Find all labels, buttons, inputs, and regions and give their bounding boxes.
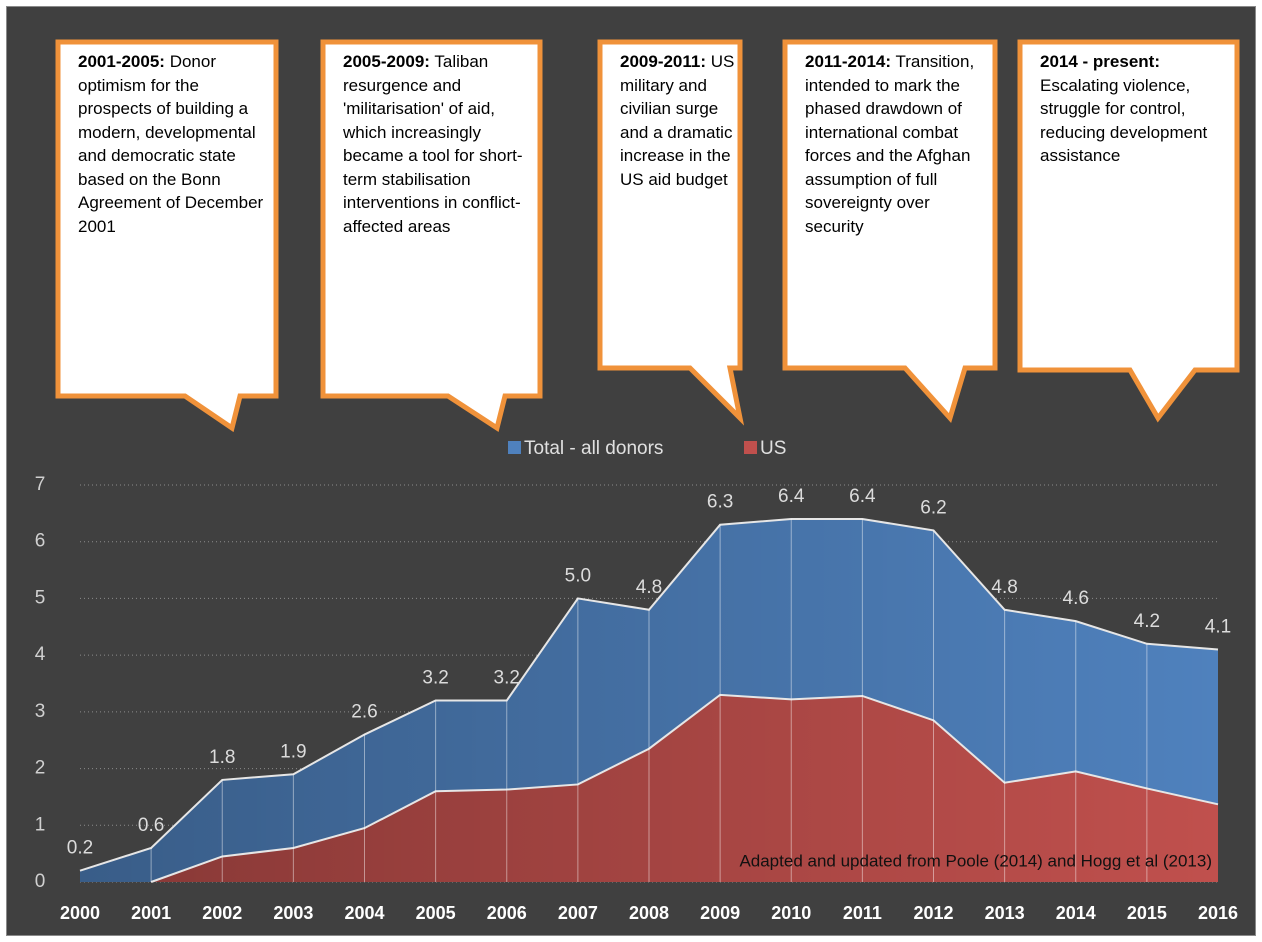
data-label: 4.6 bbox=[1063, 588, 1089, 609]
legend-swatch bbox=[508, 441, 521, 454]
callout-text: Taliban resurgence and 'militarisation' … bbox=[343, 52, 523, 236]
callout-box bbox=[782, 39, 998, 423]
y-tick-label: 0 bbox=[35, 871, 46, 892]
area-edge bbox=[150, 693, 1219, 883]
callout-text: Donor optimism for the prospects of buil… bbox=[78, 52, 264, 236]
data-label: 4.1 bbox=[1205, 616, 1231, 637]
data-label: 6.3 bbox=[707, 492, 733, 513]
x-tick-label: 2007 bbox=[558, 903, 598, 923]
data-label: 0.2 bbox=[67, 838, 93, 859]
callout-heading: 2011-2014: bbox=[805, 52, 892, 71]
y-tick-label: 4 bbox=[35, 644, 46, 665]
x-tick-label: 2010 bbox=[771, 903, 811, 923]
callout-text: Escalating violence, struggle for contro… bbox=[1040, 75, 1208, 166]
x-tick-label: 2015 bbox=[1127, 903, 1167, 923]
x-tick-label: 2013 bbox=[985, 903, 1025, 923]
data-label: 0.6 bbox=[138, 815, 164, 836]
data-label: 3.2 bbox=[422, 668, 448, 689]
data-label: 4.8 bbox=[991, 577, 1017, 598]
area-shade bbox=[151, 694, 1218, 882]
legend-swatch bbox=[744, 441, 757, 454]
callout-text: US military and civilian surge and a dra… bbox=[620, 52, 735, 189]
x-tick-label: 2006 bbox=[487, 903, 527, 923]
x-tick-label: 2001 bbox=[131, 903, 171, 923]
y-tick-label: 1 bbox=[35, 814, 46, 835]
data-label: 1.8 bbox=[209, 747, 235, 768]
x-tick-label: 2003 bbox=[273, 903, 313, 923]
x-tick-label: 2000 bbox=[60, 903, 100, 923]
y-tick-label: 5 bbox=[35, 587, 46, 608]
x-tick-label: 2012 bbox=[913, 903, 953, 923]
callout-box bbox=[1017, 39, 1240, 423]
data-label: 1.9 bbox=[280, 741, 306, 762]
area-edge bbox=[79, 518, 1219, 872]
callout-heading: 2005-2009: bbox=[343, 52, 430, 71]
callout: 2011-2014: Transition, intended to mark … bbox=[805, 50, 985, 238]
data-label: 2.6 bbox=[351, 702, 377, 723]
data-label: 4.2 bbox=[1134, 611, 1160, 632]
x-tick-label: 2004 bbox=[344, 903, 384, 923]
x-tick-label: 2014 bbox=[1056, 903, 1096, 923]
callout-heading: 2009-2011: bbox=[620, 52, 707, 71]
data-label: 5.0 bbox=[565, 565, 591, 586]
x-tick-label: 2009 bbox=[700, 903, 740, 923]
data-label: 6.4 bbox=[849, 486, 876, 507]
callout: 2001-2005: Donor optimism for the prospe… bbox=[78, 50, 268, 238]
x-tick-label: 2002 bbox=[202, 903, 242, 923]
callout-box bbox=[597, 39, 745, 426]
callout-text: Transition, intended to mark the phased … bbox=[805, 52, 975, 236]
x-tick-label: 2008 bbox=[629, 903, 669, 923]
source-note: Adapted and updated from Poole (2014) an… bbox=[739, 851, 1212, 870]
x-tick-label: 2005 bbox=[416, 903, 456, 923]
data-label: 4.8 bbox=[636, 577, 662, 598]
legend-label: US bbox=[760, 438, 786, 459]
y-tick-label: 2 bbox=[35, 758, 46, 779]
data-label: 3.2 bbox=[494, 668, 520, 689]
callout-box bbox=[55, 39, 279, 433]
callout-heading: 2001-2005: bbox=[78, 52, 165, 71]
data-label: 6.4 bbox=[778, 486, 805, 507]
callout-heading: 2014 - present: bbox=[1040, 52, 1160, 71]
x-tick-label: 2011 bbox=[843, 903, 882, 923]
data-label: 6.2 bbox=[920, 497, 946, 518]
callout: 2005-2009: Taliban resurgence and 'milit… bbox=[343, 50, 533, 238]
callout: 2014 - present: Escalating violence, str… bbox=[1040, 50, 1230, 168]
y-tick-label: 7 bbox=[35, 474, 46, 495]
y-tick-label: 3 bbox=[35, 701, 46, 722]
x-tick-label: 2016 bbox=[1198, 903, 1238, 923]
callout: 2009-2011: US military and civilian surg… bbox=[620, 50, 738, 191]
callout-box bbox=[320, 39, 543, 433]
y-tick-label: 6 bbox=[35, 531, 46, 552]
legend-label: Total - all donors bbox=[524, 438, 663, 459]
